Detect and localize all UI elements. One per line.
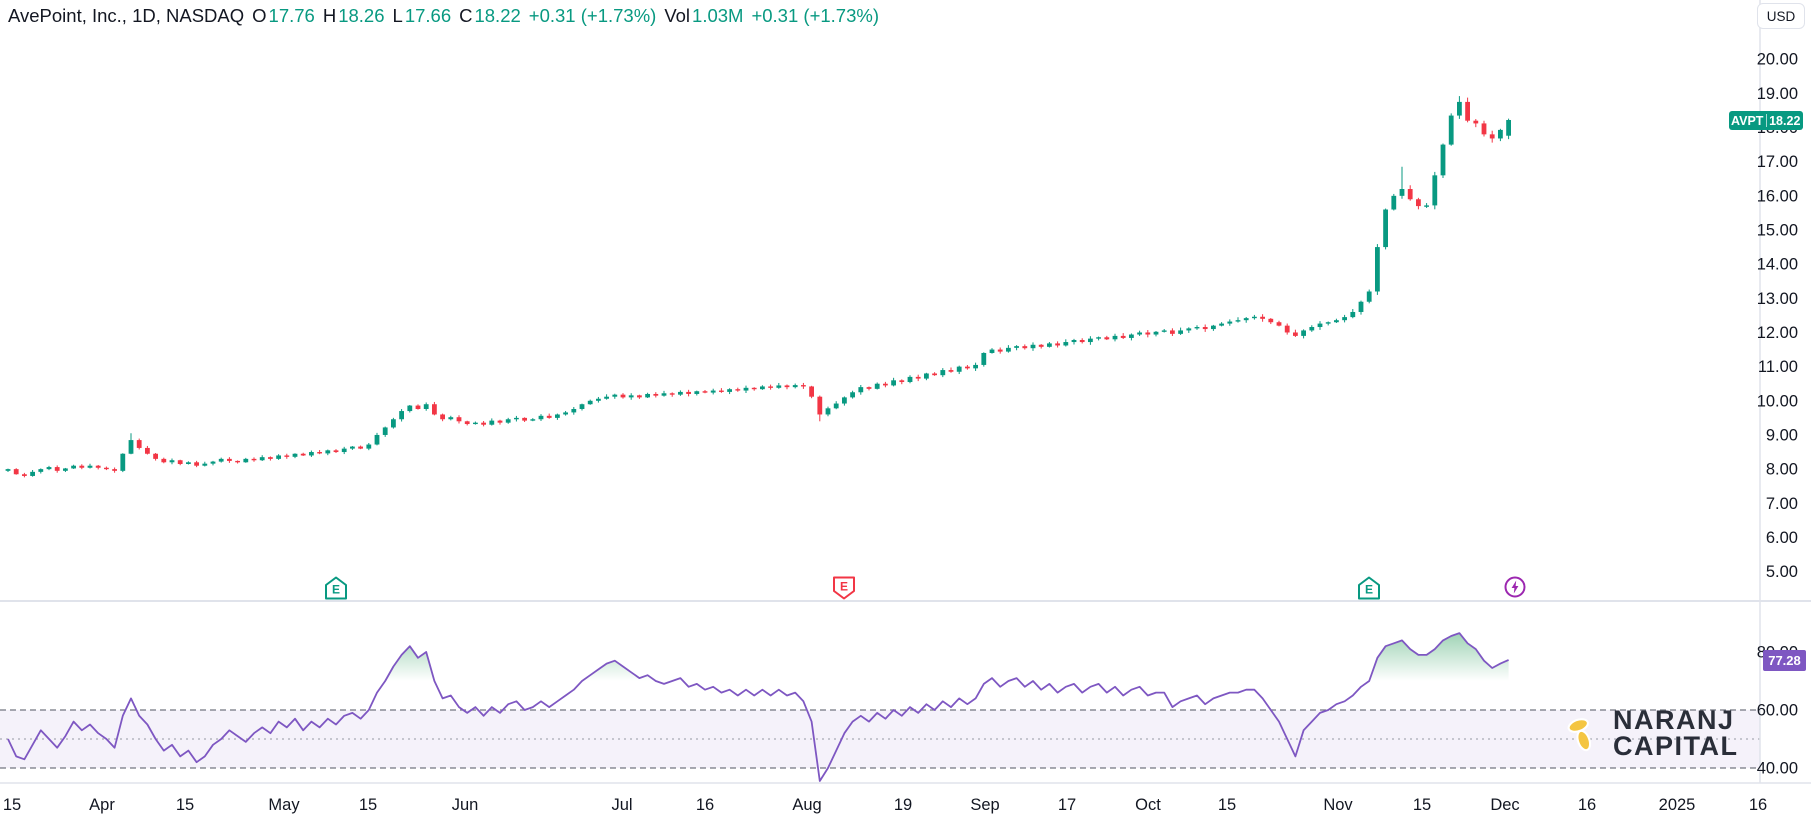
time-tick: Jun xyxy=(452,796,479,814)
earnings-up-marker[interactable]: E xyxy=(325,576,347,600)
time-tick: 16 xyxy=(1578,796,1596,814)
candles-layer xyxy=(5,96,1511,478)
price-tick: 15.00 xyxy=(1757,222,1798,240)
time-tick: Dec xyxy=(1490,796,1519,814)
time-tick: Apr xyxy=(89,796,115,814)
brand-watermark: NARANJ CAPITAL xyxy=(1558,705,1739,761)
low-field: L 17.66 xyxy=(392,5,452,26)
price-tick: 5.00 xyxy=(1766,563,1798,581)
rsi-overbought-fill xyxy=(8,633,1509,681)
high-field: H 18.26 xyxy=(322,5,385,26)
price-tick: 11.00 xyxy=(1758,358,1798,376)
rsi-value-label: 77.28 xyxy=(1763,650,1806,671)
time-tick: Aug xyxy=(792,796,821,814)
time-tick: 17 xyxy=(1058,796,1076,814)
time-axis[interactable]: 15 Apr 15 May 15 Jun Jul 16 Aug 19 Sep 17 Oct 15 Nov 15… xyxy=(3,796,1767,814)
last-price-label: AVPT 18.22 xyxy=(1729,111,1803,130)
symbol-title[interactable]: AvePoint, Inc., 1D, NASDAQ xyxy=(8,5,245,26)
price-tick: 17.00 xyxy=(1757,153,1798,171)
price-tick: 12.00 xyxy=(1757,324,1798,342)
time-tick: 19 xyxy=(894,796,912,814)
brand-name-line1: NARANJ xyxy=(1613,705,1735,735)
time-tick: 15 xyxy=(1218,796,1236,814)
price-tick: 10.00 xyxy=(1757,392,1798,410)
rsi-line xyxy=(7,632,1509,782)
svg-text:E: E xyxy=(332,583,340,597)
rsi-pane xyxy=(0,632,1760,782)
last-price-value: 18.22 xyxy=(1769,113,1801,128)
rsi-tick: 40.00 xyxy=(1757,760,1798,778)
price-tick: 6.00 xyxy=(1766,529,1798,547)
time-tick: 16 xyxy=(1749,796,1767,814)
time-tick: Jul xyxy=(611,796,632,814)
volume-field: Vol 1.03M xyxy=(664,5,744,26)
time-tick: May xyxy=(268,796,300,814)
price-tick: 7.00 xyxy=(1766,495,1798,513)
label-divider xyxy=(1765,114,1767,127)
svg-text:E: E xyxy=(840,580,848,594)
time-tick: Oct xyxy=(1135,796,1161,814)
brand-name-line2: CAPITAL xyxy=(1613,731,1739,761)
time-tick: 15 xyxy=(3,796,21,814)
price-tick: 8.00 xyxy=(1766,461,1798,479)
close-field: C 18.22 xyxy=(459,5,521,26)
price-axis[interactable]: 20.0019.0018.0017.0016.0015.0014.0013.00… xyxy=(1757,51,1798,581)
price-tick: 19.00 xyxy=(1757,85,1798,103)
time-tick: Sep xyxy=(970,796,999,814)
time-tick: 16 xyxy=(696,796,714,814)
rsi-tick: 60.00 xyxy=(1757,702,1798,720)
open-field: O 17.76 xyxy=(252,5,315,26)
price-tick: 9.00 xyxy=(1766,426,1798,444)
brand-logo-icon xyxy=(1567,718,1592,752)
earnings-down-marker[interactable]: E xyxy=(833,576,855,600)
time-tick: 15 xyxy=(176,796,194,814)
change-value: +0.31 (+1.73%) xyxy=(528,5,657,26)
time-tick: 2025 xyxy=(1659,796,1696,814)
earnings-up-marker[interactable]: E xyxy=(1358,576,1380,600)
price-tick: 20.00 xyxy=(1757,51,1798,69)
price-tick: 14.00 xyxy=(1757,256,1798,274)
upcoming-event-marker[interactable] xyxy=(1504,576,1526,598)
volume-change: +0.31 (+1.73%) xyxy=(751,5,879,26)
ticker-badge: AVPT xyxy=(1731,113,1764,128)
time-tick: 15 xyxy=(359,796,377,814)
time-tick: 15 xyxy=(1413,796,1431,814)
price-tick: 13.00 xyxy=(1757,290,1798,308)
svg-text:E: E xyxy=(1365,583,1373,597)
symbol-info-bar: AvePoint, Inc., 1D, NASDAQ O 17.76 H 18.… xyxy=(8,5,879,27)
currency-button[interactable]: USD xyxy=(1757,3,1805,29)
pane-borders xyxy=(0,0,1811,784)
time-tick: Nov xyxy=(1323,796,1353,814)
price-tick: 16.00 xyxy=(1757,187,1798,205)
